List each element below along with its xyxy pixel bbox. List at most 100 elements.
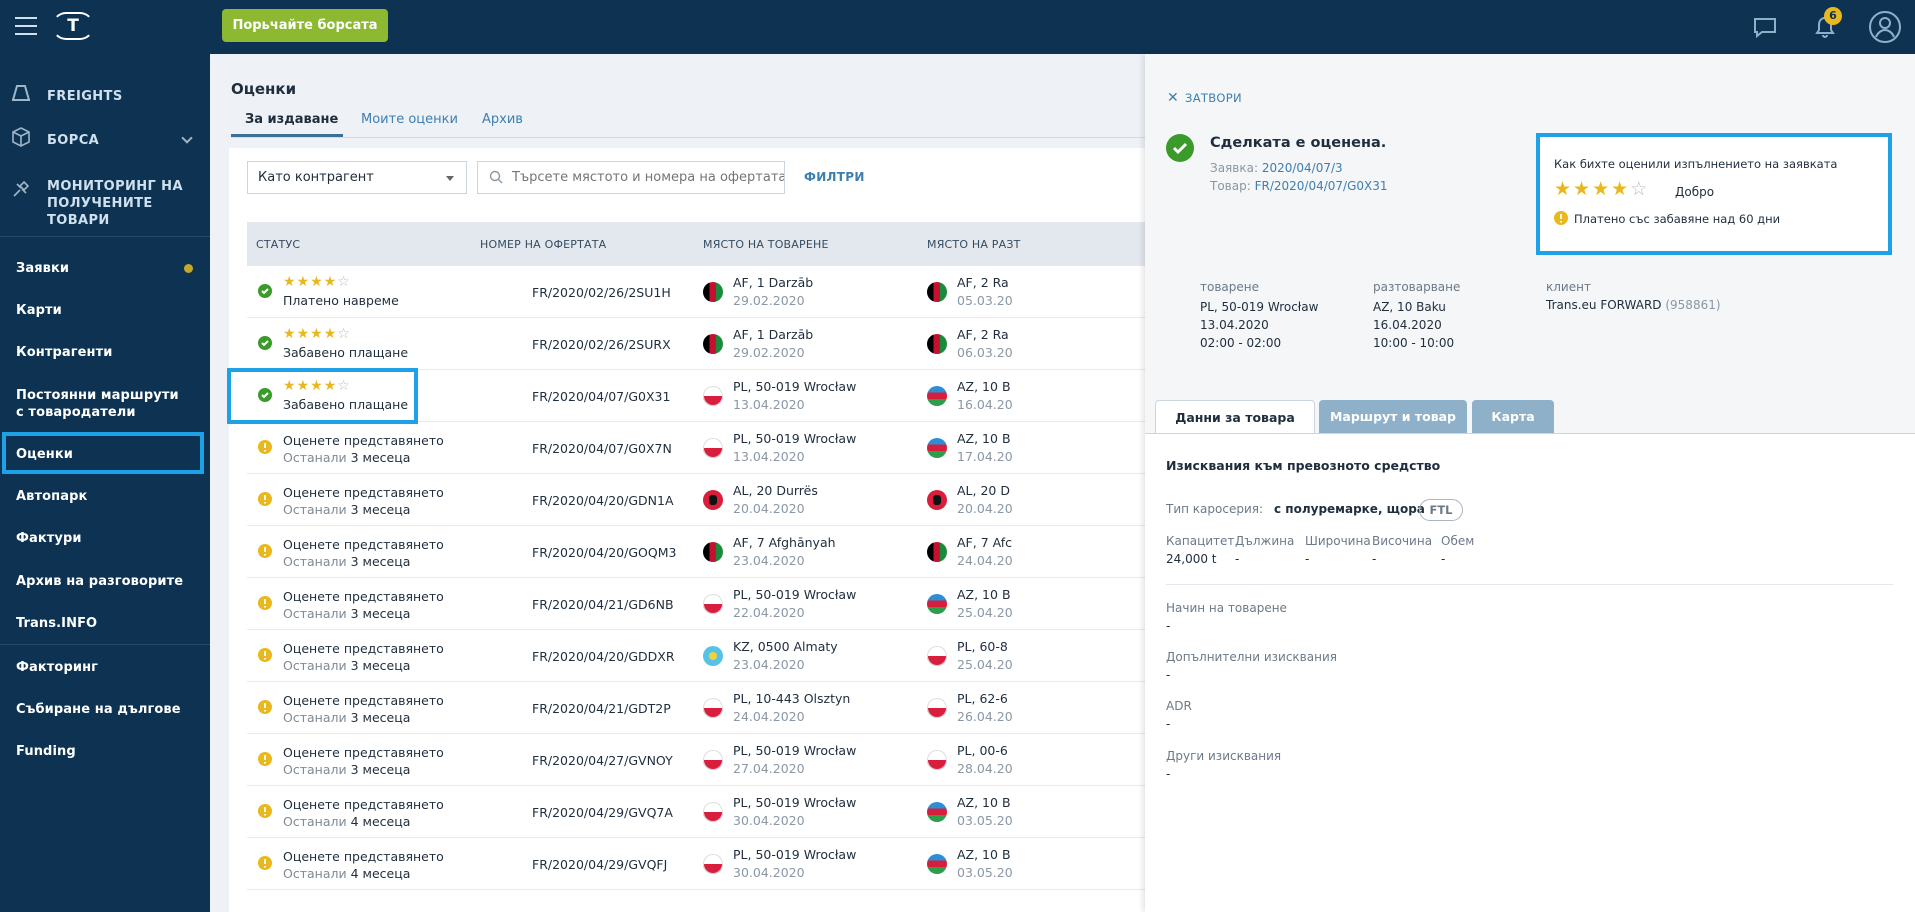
rating-question: Как бихте оценили изпълнението на заявка… <box>1554 157 1838 171</box>
sidebar-item-factoring[interactable]: Факторинг <box>16 660 99 675</box>
rate-performance-link[interactable]: Оценете представянето <box>283 849 444 864</box>
offer-number[interactable]: FR/2020/04/20/GDN1A <box>532 493 674 508</box>
country-flag-icon <box>703 334 723 354</box>
unloading-place: PL, 60-8 <box>957 639 1008 654</box>
table-row[interactable]: ★★★★☆ Забавено плащане FR/2020/04/07/G0X31… <box>247 370 1145 422</box>
table-row[interactable]: Оценете представянето Останали 3 месеца FR… <box>247 474 1145 526</box>
order-label: Заявка: <box>1210 161 1258 175</box>
check-circle-icon <box>258 336 272 350</box>
offer-number[interactable]: FR/2020/02/26/2SURX <box>532 337 671 352</box>
table-row[interactable]: Оценете представянето Останали 3 месеца FR… <box>247 682 1145 734</box>
sidebar-item-transinfo[interactable]: Trans.INFO <box>16 616 98 631</box>
rate-performance-link[interactable]: Оценете представянето <box>283 745 444 760</box>
table-row[interactable]: Оценете представянето Останали 4 месеца FR… <box>247 838 1145 890</box>
offer-number[interactable]: FR/2020/04/29/GVQFJ <box>532 857 668 872</box>
rate-performance-link[interactable]: Оценете представянето <box>283 797 444 812</box>
menu-icon[interactable] <box>15 17 37 35</box>
chat-icon[interactable] <box>1750 12 1780 42</box>
buy-exchange-button[interactable]: Порьчайте борсата <box>222 9 388 42</box>
logo[interactable]: T <box>52 12 94 40</box>
offer-number[interactable]: FR/2020/04/29/GVQ7A <box>532 805 673 820</box>
table-row[interactable]: Оценете представянето Останали 4 месеца FR… <box>247 786 1145 838</box>
table-row[interactable]: Оценете представянето Останали 3 месеца FR… <box>247 526 1145 578</box>
loading-time: 02:00 - 02:00 <box>1200 336 1282 350</box>
table-row[interactable]: Оценете представянето Останали 3 месеца FR… <box>247 734 1145 786</box>
table-row[interactable]: Оценете представянето Останали 3 месеца FR… <box>247 422 1145 474</box>
sidebar-item-invoices[interactable]: Фактури <box>16 531 82 546</box>
client-info: Trans.eu FORWARD (958861) <box>1546 298 1721 312</box>
loading-date: 23.04.2020 <box>733 553 805 568</box>
sidebar-item-orders[interactable]: Заявки <box>16 261 70 276</box>
unloading-date: 03.05.20 <box>957 865 1013 880</box>
tab-my-ratings[interactable]: Моите оценки <box>361 112 458 127</box>
offer-number[interactable]: FR/2020/04/21/GD6NB <box>532 597 674 612</box>
active-tab-indicator <box>231 134 343 137</box>
offer-number[interactable]: FR/2020/04/20/GOQM3 <box>532 545 677 560</box>
tab-archive[interactable]: Архив <box>482 112 523 127</box>
sidebar-item-ratings[interactable]: Оценки <box>16 447 74 462</box>
sidebar-item-routes[interactable]: Постоянни маршрути с товародатели <box>16 388 179 420</box>
tab-route-goods[interactable]: Маршрут и товар <box>1319 400 1467 434</box>
loading-place: PL, 50-019 Wrocław <box>733 587 857 602</box>
sidebar-item-chat-archive[interactable]: Архив на разговорите <box>16 574 184 589</box>
close-button[interactable]: ✕ ЗАТВОРИ <box>1167 90 1242 106</box>
remaining-time: Останали 3 месеца <box>283 502 410 517</box>
table-row[interactable]: ★★★★☆ Платено навреме FR/2020/02/26/2SU1H A… <box>247 266 1145 318</box>
offer-number[interactable]: FR/2020/04/21/GDT2P <box>532 701 671 716</box>
rate-performance-link[interactable]: Оценете представянето <box>283 693 444 708</box>
remaining-label: Останали <box>283 450 347 465</box>
column-header[interactable]: МЯСТО НА РАЗТ <box>927 238 1021 251</box>
tab-map[interactable]: Карта <box>1472 400 1554 434</box>
rate-performance-link[interactable]: Оценете представянето <box>283 537 444 552</box>
rate-performance-link[interactable]: Оценете представянето <box>283 589 444 604</box>
offer-number[interactable]: FR/2020/04/07/G0X31 <box>532 389 671 404</box>
loading-place: PL, 10-443 Olsztyn <box>733 691 851 706</box>
dimension-label: Обем <box>1441 534 1475 548</box>
rate-performance-link[interactable]: Оценете представянето <box>283 641 444 656</box>
sidebar-item-debt-collection[interactable]: Събиране на дългове <box>16 702 181 717</box>
sidebar-item-funding[interactable]: Funding <box>16 744 76 759</box>
star-icon: ★ <box>323 378 338 394</box>
sidebar-item-fleet[interactable]: Автопарк <box>16 489 88 504</box>
tab-goods-data[interactable]: Данни за товара <box>1155 400 1315 434</box>
sidebar-item-maps[interactable]: Карти <box>16 303 62 318</box>
offer-number[interactable]: FR/2020/04/20/GDDXR <box>532 649 675 664</box>
table-row[interactable]: Оценете представянето Останали 3 месеца FR… <box>247 578 1145 630</box>
warning-icon <box>1554 211 1568 225</box>
rate-performance-link[interactable]: Оценете представянето <box>283 433 444 448</box>
divider <box>1166 584 1893 585</box>
tab-to-issue[interactable]: За издаване <box>245 112 339 127</box>
dimension-value: - <box>1235 552 1240 566</box>
country-flag-icon <box>927 542 947 562</box>
offer-number[interactable]: FR/2020/04/27/GVNOY <box>532 753 673 768</box>
rate-performance-link[interactable]: Оценете представянето <box>283 485 444 500</box>
loading-place: AF, 7 Afghānyah <box>733 535 836 550</box>
unloading-place: AL, 20 D <box>957 483 1010 498</box>
role-select[interactable]: Като контрагент <box>247 161 467 194</box>
column-header[interactable]: МЯСТО НА ТОВАРЕНЕ <box>703 238 829 251</box>
remaining-time: Останали 4 месеца <box>283 866 410 881</box>
country-flag-icon <box>703 854 723 874</box>
goods-link[interactable]: FR/2020/04/07/G0X31 <box>1254 179 1388 193</box>
star-icon: ★ <box>310 378 324 394</box>
sidebar-item-contractors[interactable]: Контрагенти <box>16 345 113 360</box>
offer-number[interactable]: FR/2020/04/07/G0X7N <box>532 441 672 456</box>
remaining-time: Останали 4 месеца <box>283 814 410 829</box>
unloading-place: PL, 62-6 <box>957 691 1008 706</box>
rating-stars: ★★★★☆ <box>283 379 351 393</box>
filters-button[interactable]: ФИЛТРИ <box>804 170 865 184</box>
chevron-down-icon[interactable] <box>181 132 193 144</box>
table-row[interactable]: ★★★★☆ Забавено плащане FR/2020/02/26/2SURX… <box>247 318 1145 370</box>
column-header[interactable]: НОМЕР НА ОФЕРТАТА <box>480 238 607 251</box>
section-title: Изисквания към превозното средство <box>1166 458 1441 473</box>
offer-number[interactable]: FR/2020/02/26/2SU1H <box>532 285 671 300</box>
loading-place: AF, 1 Darzāb <box>733 327 814 342</box>
table-row[interactable]: Оценете представянето Останали 3 месеца FR… <box>247 630 1145 682</box>
user-avatar-icon[interactable] <box>1868 10 1902 44</box>
requirement-label: Начин на товарене <box>1166 601 1287 615</box>
dimension-label: Височина <box>1372 534 1433 548</box>
column-header[interactable]: СТАТУС <box>256 238 301 251</box>
role-select-value: Като контрагент <box>258 170 374 185</box>
search-input[interactable] <box>477 161 785 194</box>
order-link[interactable]: 2020/04/07/3 <box>1261 161 1343 175</box>
